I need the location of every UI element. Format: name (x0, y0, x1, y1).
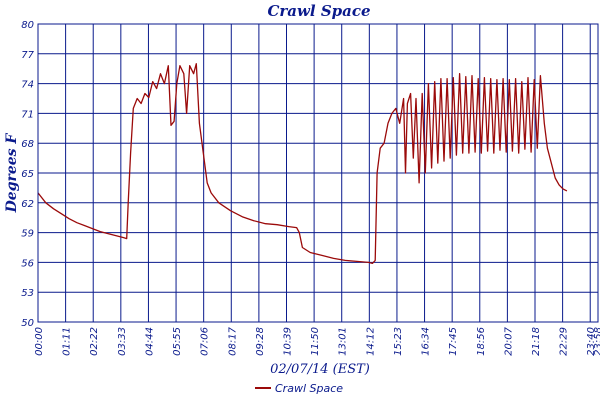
x-tick-label: 10:39 (283, 327, 294, 356)
y-tick-labels: 50 53 56 59 62 65 68 71 74 77 80 (21, 20, 34, 329)
x-tick-label: 11:50 (310, 327, 321, 356)
chart-title: Crawl Space (267, 2, 370, 20)
y-tick-label: 71 (21, 109, 34, 120)
x-tick-label: 00:00 (34, 327, 45, 356)
y-tick-label: 65 (21, 169, 34, 180)
x-tick-label: 17:45 (448, 327, 459, 356)
x-tick-label: 16:34 (421, 327, 432, 356)
x-axis-label: 02/07/14 (EST) (270, 362, 370, 377)
y-tick-label: 77 (21, 50, 34, 61)
y-tick-label: 80 (21, 20, 34, 31)
x-tick-label: 23:58 (593, 327, 600, 356)
x-tick-label: 01:11 (62, 327, 73, 356)
series-group (37, 63, 568, 265)
x-tick-label: 05:55 (172, 327, 183, 356)
x-tick-label: 18:56 (476, 327, 487, 356)
x-tick-labels: 00:00 01:11 02:22 03:33 04:44 05:55 07:06 08:17… (34, 326, 600, 355)
x-tick-label: 23:40 (586, 327, 597, 356)
series-line (37, 63, 568, 265)
x-tick-label: 04:44 (144, 327, 155, 356)
y-tick-label: 50 (21, 318, 34, 329)
x-tick-label: 07:06 (200, 327, 211, 356)
y-tick-label: 56 (21, 258, 34, 269)
y-tick-label: 74 (21, 80, 34, 91)
y-tick-label: 62 (21, 199, 34, 210)
y-tick-label: 59 (21, 229, 34, 240)
x-tick-label: 14:12 (365, 327, 376, 356)
x-tick-label: 03:33 (117, 327, 128, 356)
grid-lines (37, 23, 598, 323)
x-tick-label: 08:17 (227, 326, 238, 355)
plot-frame (37, 23, 599, 323)
x-tick-label: 13:01 (338, 327, 349, 356)
x-tick-label: 21:18 (531, 327, 542, 356)
x-tick-label: 22:29 (559, 327, 570, 356)
x-tick-label: 20:07 (503, 326, 514, 355)
y-axis-label: Degrees F (4, 133, 20, 214)
y-tick-label: 53 (21, 288, 34, 299)
legend-label: Crawl Space (275, 382, 343, 395)
x-tick-label: 09:28 (255, 327, 266, 356)
legend: Crawl Space (255, 382, 343, 395)
y-tick-label: 68 (21, 139, 34, 150)
x-tick-label: 02:22 (89, 327, 100, 356)
x-tick-label: 15:23 (393, 327, 404, 356)
